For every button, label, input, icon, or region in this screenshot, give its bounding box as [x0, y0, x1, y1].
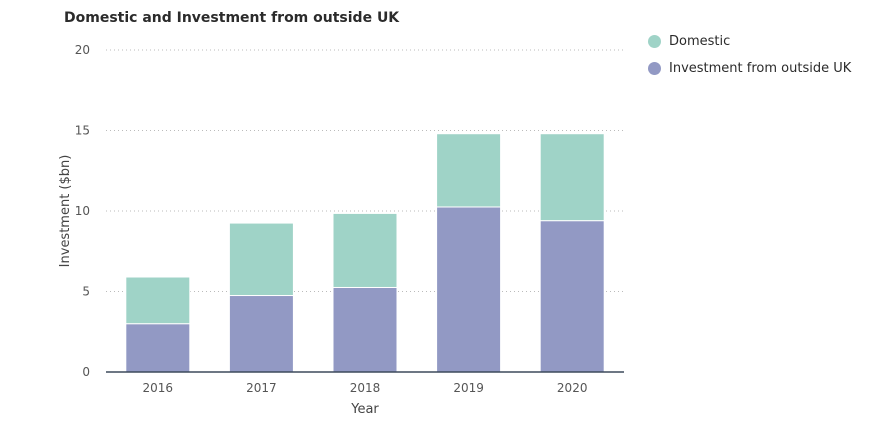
- x-tick-label: 2017: [246, 381, 277, 395]
- y-axis-label: Investment ($bn): [58, 155, 73, 268]
- y-tick-label: 10: [75, 204, 90, 218]
- bar-domestic-2018[interactable]: [332, 212, 398, 288]
- bar-domestic-2020[interactable]: [539, 133, 605, 222]
- chart-title: Domestic and Investment from outside UK: [64, 10, 400, 26]
- bar-investment-2020[interactable]: [539, 220, 605, 373]
- bar-domestic-2017[interactable]: [228, 222, 294, 297]
- legend-item-investment[interactable]: Investment from outside UK: [648, 61, 851, 76]
- legend-swatch-investment: [648, 62, 661, 75]
- bar-investment-2016[interactable]: [125, 323, 191, 373]
- y-tick-label: 5: [82, 285, 90, 299]
- bar-domestic-2019[interactable]: [436, 133, 502, 208]
- bar-investment-2017[interactable]: [228, 295, 294, 373]
- x-tick-label: 2016: [143, 381, 174, 395]
- legend-item-domestic[interactable]: Domestic: [648, 34, 730, 49]
- legend-label-investment: Investment from outside UK: [669, 61, 852, 76]
- legend-swatch-domestic: [648, 35, 661, 48]
- y-tick-label: 20: [75, 43, 90, 57]
- y-tick-label: 15: [75, 124, 90, 138]
- bar-investment-2018[interactable]: [332, 286, 398, 373]
- y-tick-label: 0: [82, 365, 90, 379]
- x-tick-label: 2019: [453, 381, 484, 395]
- x-tick-label: 2020: [557, 381, 588, 395]
- x-tick-label: 2018: [350, 381, 381, 395]
- legend-label-domestic: Domestic: [669, 34, 731, 49]
- bar-investment-2019[interactable]: [436, 206, 502, 373]
- bar-domestic-2016[interactable]: [125, 276, 191, 325]
- x-axis-label: Year: [350, 402, 379, 417]
